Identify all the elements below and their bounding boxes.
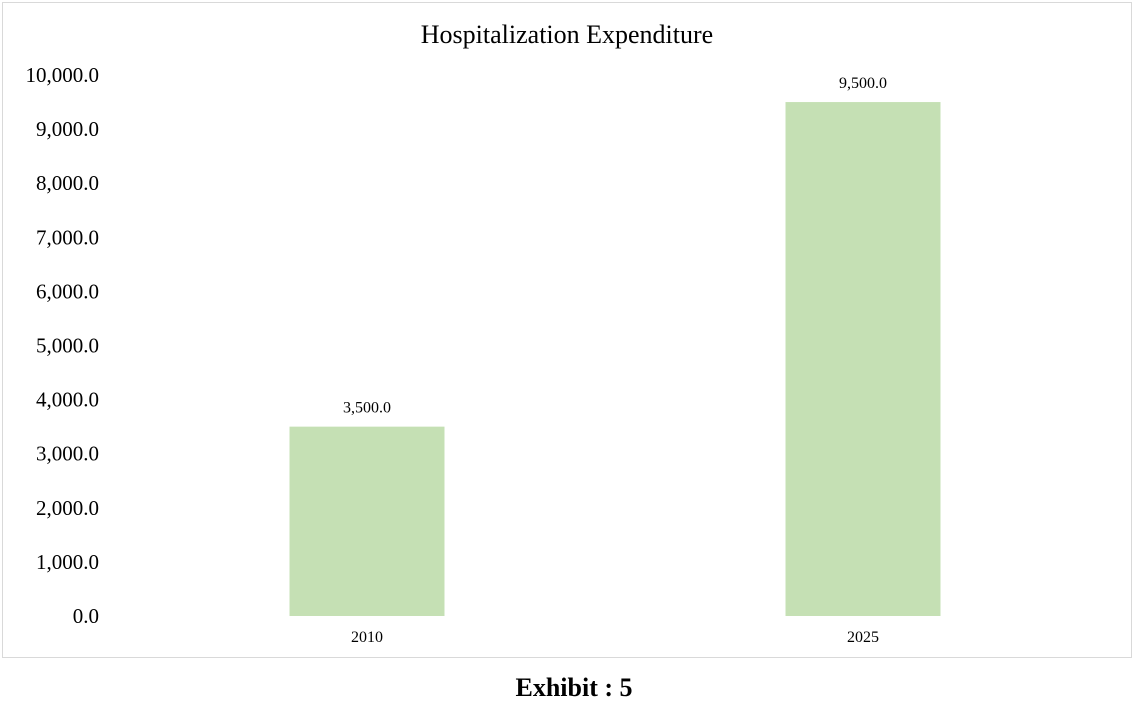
- exhibit-caption: Exhibit : 5: [515, 673, 633, 702]
- chart-frame: [2, 2, 1132, 658]
- y-axis: 0.0 1,000.0 2,000.0 3,000.0 4,000.0 5,000.0 6,…: [26, 63, 100, 628]
- y-tick-label: 8,000.0: [36, 171, 99, 195]
- data-labels: 3,500.0 9,500.0: [343, 75, 887, 417]
- bar-2010: [289, 426, 445, 616]
- y-tick-label: 4,000.0: [36, 388, 99, 412]
- x-tick-label: 2010: [351, 629, 383, 646]
- y-tick-label: 6,000.0: [36, 279, 99, 303]
- data-label-2010: 3,500.0: [343, 400, 391, 417]
- y-tick-label: 7,000.0: [36, 225, 99, 249]
- y-tick-label: 5,000.0: [36, 334, 99, 358]
- chart-title: Hospitalization Expenditure: [421, 20, 713, 49]
- bar-2025: [785, 102, 941, 617]
- y-tick-label: 1,000.0: [36, 550, 99, 574]
- y-tick-label: 9,000.0: [36, 117, 99, 141]
- data-label-2025: 9,500.0: [839, 75, 887, 92]
- x-axis: 2010 2025: [351, 629, 879, 646]
- y-tick-label: 3,000.0: [36, 442, 99, 466]
- y-tick-label: 10,000.0: [26, 63, 100, 87]
- bar-series: [289, 102, 941, 617]
- y-tick-label: 0.0: [73, 604, 99, 628]
- bar-chart: Hospitalization Expenditure 0.0 1,000.0 2,…: [26, 20, 941, 646]
- x-tick-label: 2025: [847, 629, 879, 646]
- y-tick-label: 2,000.0: [36, 496, 99, 520]
